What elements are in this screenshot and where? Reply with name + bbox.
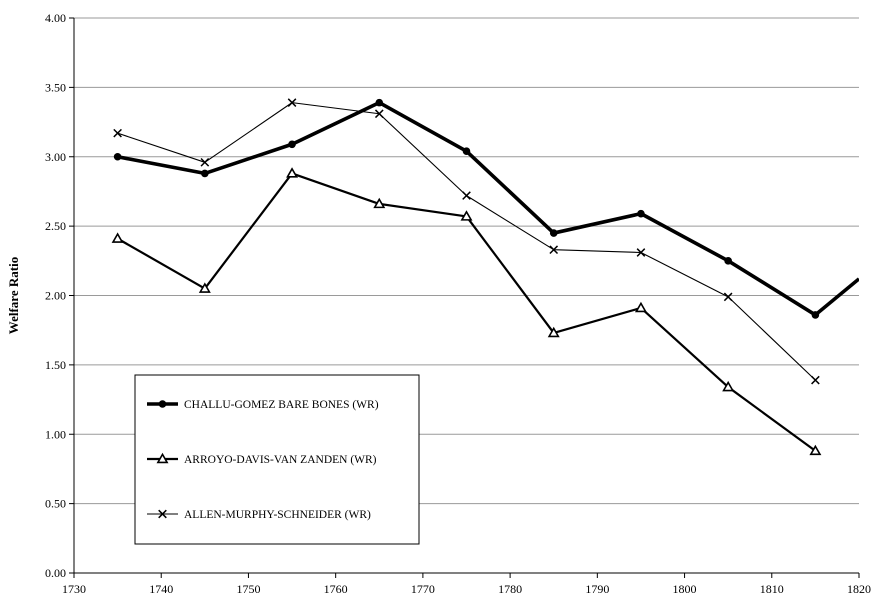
- x-tick-labels: 1730 1740 1750 1760 1770 1780 1790 1800 1810 1820: [62, 582, 871, 596]
- y-tick-label: 2.50: [45, 219, 66, 233]
- x-tick-label: 1750: [236, 582, 260, 596]
- data-point: [111, 232, 124, 243]
- legend-marker: [158, 509, 167, 519]
- data-point: [549, 245, 559, 255]
- y-tick-label: 3.00: [45, 150, 66, 164]
- y-tick-label: 2.00: [45, 289, 66, 303]
- x-tick-label: 1820: [847, 582, 871, 596]
- x-tick-label: 1780: [498, 582, 522, 596]
- x-tick-label: 1790: [585, 582, 609, 596]
- data-point: [201, 169, 209, 178]
- legend-marker: [158, 400, 167, 408]
- legend-label: ALLEN-MURPHY-SCHNEIDER (WR): [184, 509, 371, 521]
- data-point: [113, 128, 122, 138]
- data-point: [374, 109, 384, 119]
- series-2: [111, 167, 822, 456]
- data-point: [809, 444, 822, 456]
- data-point: [634, 301, 647, 313]
- series-3: [113, 98, 820, 385]
- data-point: [637, 209, 645, 218]
- data-point: [724, 257, 732, 265]
- data-point: [462, 147, 471, 155]
- data-point: [287, 98, 297, 107]
- data-point: [549, 229, 558, 237]
- legend-label: CHALLU-GOMEZ BARE BONES (WR): [184, 399, 379, 411]
- data-point: [811, 375, 820, 385]
- series-layer: [111, 98, 859, 456]
- legend-box: [134, 374, 420, 545]
- y-tick-label: 1.50: [45, 358, 66, 372]
- legend-marker: [156, 452, 169, 464]
- y-tick-label: 4.00: [45, 11, 66, 25]
- data-point: [200, 157, 210, 167]
- y-tick-label: 1.00: [45, 427, 66, 441]
- legend: CHALLU-GOMEZ BARE BONES (WR) ARROYO-DAVIS…: [134, 374, 420, 545]
- x-tick-label: 1740: [149, 582, 173, 596]
- data-point: [723, 292, 733, 302]
- x-tick-label: 1730: [62, 582, 86, 596]
- data-point: [286, 167, 299, 178]
- data-point: [288, 140, 296, 149]
- y-tick-label: 0.50: [45, 497, 66, 511]
- data-point: [113, 152, 122, 161]
- axes: [73, 18, 860, 578]
- y-tick-labels: 0.00 0.50 1.00 1.50 2.00 2.50 3.00 3.50 4.00: [45, 11, 66, 580]
- data-point: [198, 282, 211, 293]
- series-line: [117, 100, 859, 317]
- y-tick-label: 0.00: [45, 566, 66, 580]
- x-tick-label: 1810: [760, 582, 784, 596]
- x-tick-label: 1800: [673, 582, 697, 596]
- legend-label: ARROYO-DAVIS-VAN ZANDEN (WR): [184, 454, 377, 466]
- data-point: [462, 191, 471, 200]
- series-1: [113, 98, 859, 319]
- y-tick-label: 3.50: [45, 80, 66, 94]
- y-axis-title: Welfare Ratio: [6, 257, 21, 334]
- data-point: [722, 380, 735, 392]
- data-point: [375, 98, 384, 107]
- data-point: [373, 197, 386, 209]
- data-point: [460, 210, 473, 221]
- data-point: [547, 326, 560, 338]
- x-tick-label: 1770: [411, 582, 435, 596]
- data-point: [636, 248, 646, 257]
- data-point: [811, 311, 820, 319]
- series-line: [117, 102, 816, 381]
- x-tick-label: 1760: [324, 582, 348, 596]
